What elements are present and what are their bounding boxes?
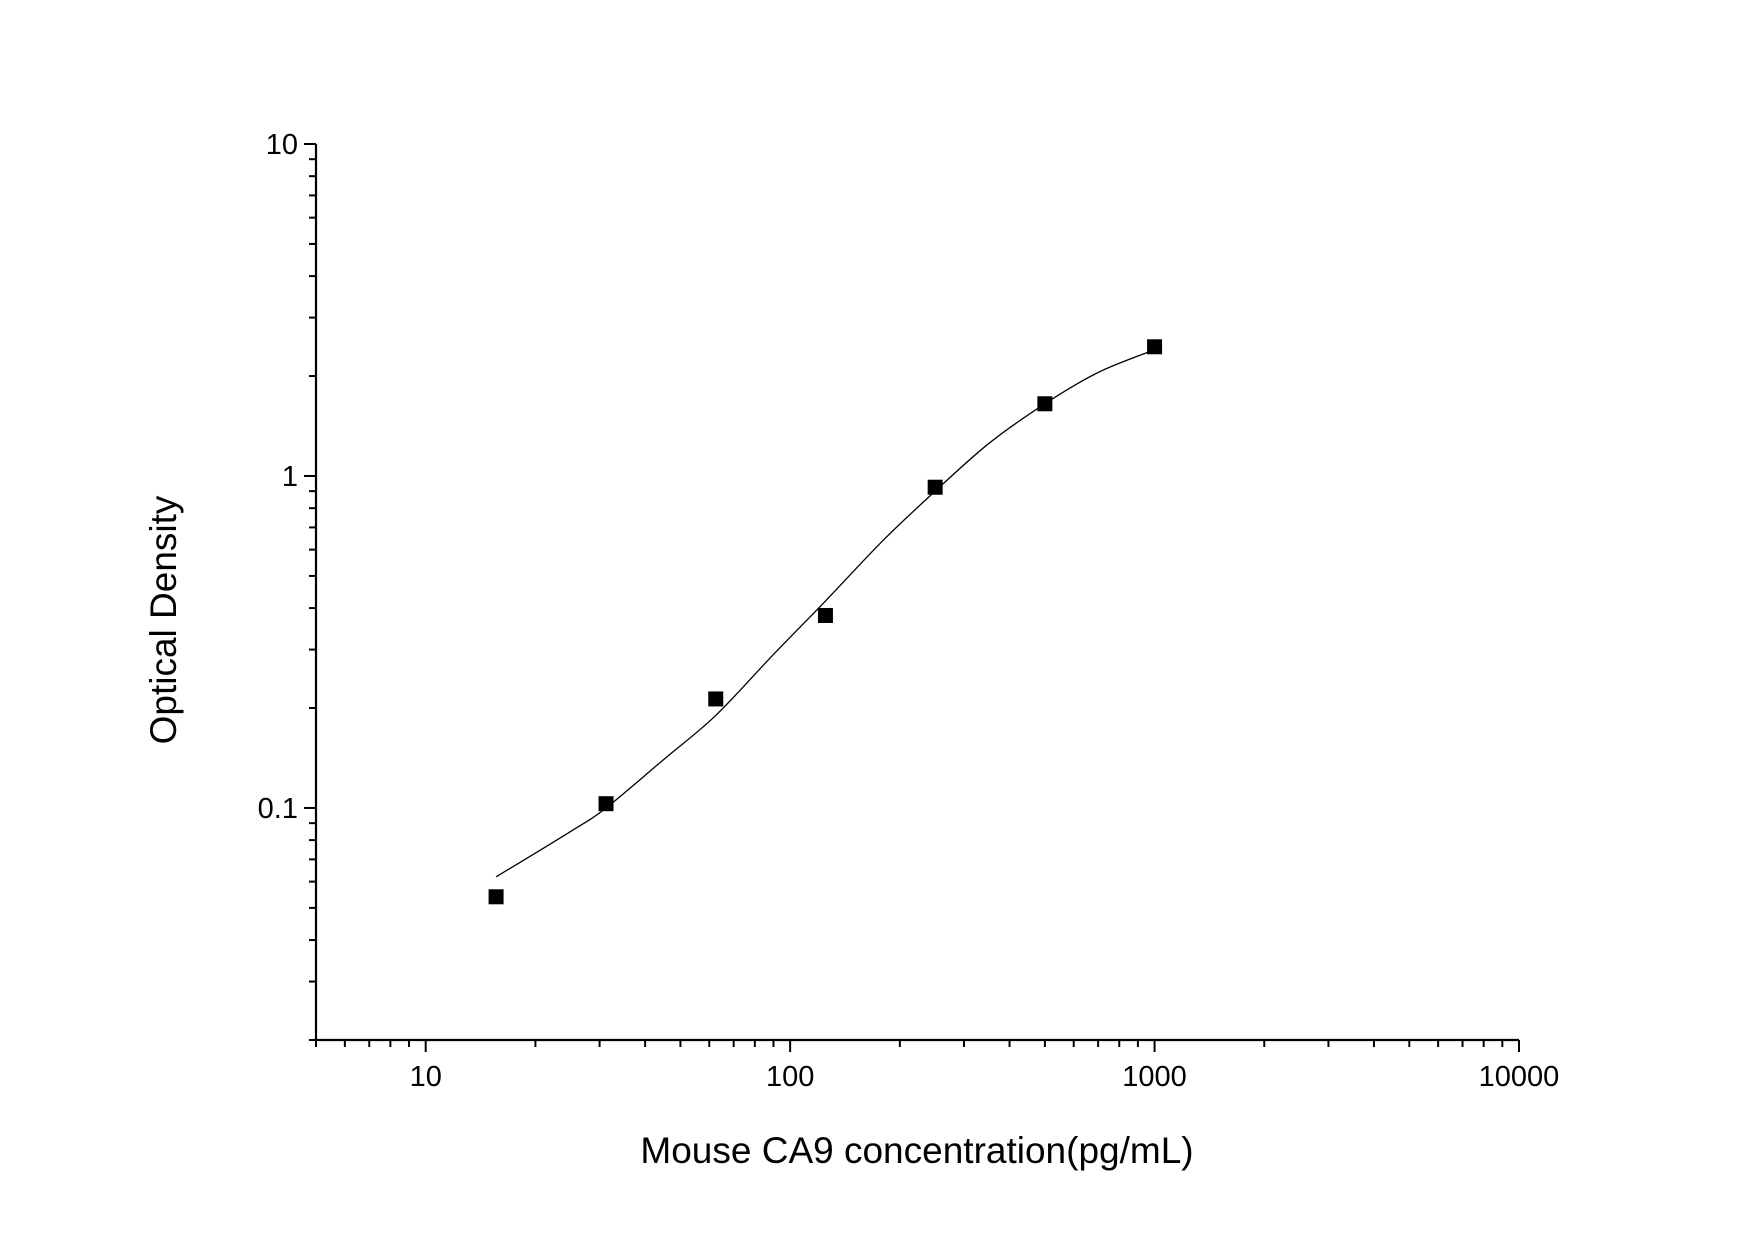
x-axis-title: Mouse CA9 concentration(pg/mL) [640,1130,1193,1171]
data-point [598,796,614,812]
data-points-layer [488,339,1163,905]
y-axis-title: Optical Density [143,495,184,744]
ticks: 10 100 1000 10000 0.1 1 10 [258,129,1560,1093]
data-point [817,607,833,623]
y-tick-label: 1 [282,461,298,493]
y-tick-label: 10 [266,129,298,161]
data-point [708,691,724,707]
data-point [927,479,943,495]
data-point [488,889,504,905]
axes [314,144,1519,1042]
y-tick-label: 0.1 [258,793,298,825]
data-point [1147,339,1163,355]
x-tick-label: 1000 [1122,1061,1187,1093]
data-point [1037,396,1053,412]
x-tick-label: 10000 [1479,1061,1560,1093]
x-tick-label: 100 [766,1061,814,1093]
x-tick-label: 10 [410,1061,442,1093]
